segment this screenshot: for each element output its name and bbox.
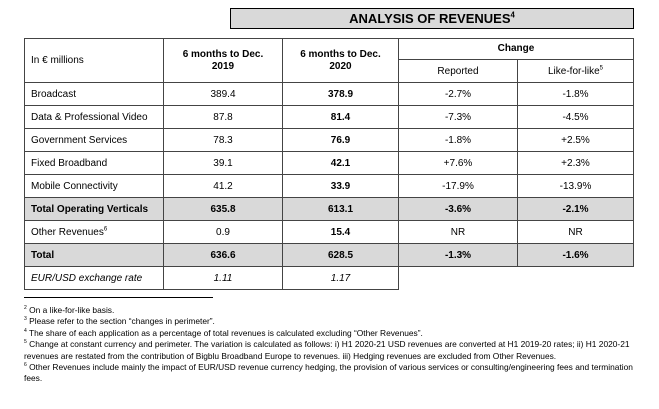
cell: 33.9 (282, 174, 399, 198)
footnote-num: 6 (24, 362, 27, 369)
footnote: 2 On a like-for-like basis. (24, 305, 634, 316)
cell: 389.4 (163, 82, 283, 106)
row-label-text: EUR/USD exchange rate (31, 272, 143, 284)
row-label-text: Fixed Broadband (31, 157, 108, 169)
row-label: Total (24, 243, 164, 267)
row-label-text: Mobile Connectivity (31, 180, 118, 192)
column-header: 6 months to Dec. 2019 (163, 38, 283, 83)
cell: -17.9% (398, 174, 518, 198)
row-label: Mobile Connectivity (24, 174, 164, 198)
column-header-text: 6 months to Dec. 2020 (300, 48, 381, 72)
cell: -7.3% (398, 105, 518, 129)
row-label: EUR/USD exchange rate (24, 266, 164, 290)
cell: -2.1% (517, 197, 634, 221)
cell: -3.6% (398, 197, 518, 221)
unit-header: In € millions (24, 38, 164, 83)
table-row: Mobile Connectivity 41.2 33.9 -17.9% -13.9% (24, 174, 634, 198)
row-label: Broadcast (24, 82, 164, 106)
cell: +2.5% (517, 128, 634, 152)
column-header: Like-for-like5 (517, 59, 634, 83)
footnote: 6 Other Revenues include mainly the impa… (24, 362, 634, 385)
row-label-text: Broadcast (31, 88, 77, 100)
column-header-text: 6 months to Dec. 2019 (182, 48, 264, 72)
cell: -2.7% (398, 82, 518, 106)
table-row: Broadcast 389.4 378.9 -2.7% -1.8% (24, 82, 634, 106)
cell: 636.6 (163, 243, 283, 267)
footnote-num: 5 (24, 339, 27, 346)
cell: 635.8 (163, 197, 283, 221)
footnote-num: 3 (24, 316, 27, 323)
row-label: Government Services (24, 128, 164, 152)
footnote: 3 Please refer to the section “changes i… (24, 316, 634, 327)
empty-cell (398, 266, 634, 290)
footnote-num: 2 (24, 305, 27, 312)
footnote-ref: 5 (599, 65, 604, 72)
row-label: Fixed Broadband (24, 151, 164, 175)
row-label: Total Operating Verticals (24, 197, 164, 221)
revenue-table: In € millions 6 months to Dec. 2019 6 mo… (24, 38, 634, 290)
footnote-text: Other Revenues include mainly the impact… (24, 362, 633, 384)
row-label-text: Other Revenues (31, 226, 104, 238)
column-header: 6 months to Dec. 2020 (282, 38, 399, 83)
cell: 87.8 (163, 105, 283, 129)
cell: NR (517, 220, 634, 244)
cell: -1.8% (398, 128, 518, 152)
row-label-text: Total Operating Verticals (31, 203, 149, 215)
cell: 378.9 (282, 82, 399, 106)
footnote-text: Please refer to the section “changes in … (29, 316, 215, 327)
column-header: Reported (398, 59, 518, 83)
cell: 1.11 (163, 266, 283, 290)
cell: 78.3 (163, 128, 283, 152)
cell: 15.4 (282, 220, 399, 244)
cell: 81.4 (282, 105, 399, 129)
cell: -13.9% (517, 174, 634, 198)
cell: -1.3% (398, 243, 518, 267)
row-label-text: Data & Professional Video (31, 111, 148, 123)
title-text: ANALYSIS OF REVENUES (349, 11, 511, 26)
footnote-text: On a like-for-like basis. (29, 305, 115, 315)
cell: -1.6% (517, 243, 634, 267)
footnote-text: Change at constant currency and perimete… (24, 339, 630, 361)
row-label-text: Total (31, 249, 55, 261)
cell: +2.3% (517, 151, 634, 175)
cell: 613.1 (282, 197, 399, 221)
cell: 39.1 (163, 151, 283, 175)
footnote: 4 The share of each application as a per… (24, 328, 634, 339)
cell: NR (398, 220, 518, 244)
cell: -1.8% (517, 82, 634, 106)
row-label-text: Government Services (31, 134, 128, 146)
cell: +7.6% (398, 151, 518, 175)
table-row: Fixed Broadband 39.1 42.1 +7.6% +2.3% (24, 151, 634, 175)
column-header-text: Like-for-like (547, 65, 600, 77)
cell: 0.9 (163, 220, 283, 244)
footnote-rule (24, 297, 213, 298)
table-row: Total 636.6 628.5 -1.3% -1.6% (24, 243, 634, 267)
title: ANALYSIS OF REVENUES4 (230, 8, 634, 29)
table-row: EUR/USD exchange rate 1.11 1.17 (24, 266, 634, 290)
table-row: Government Services 78.3 76.9 -1.8% +2.5% (24, 128, 634, 152)
table-row: Other Revenues6 0.9 15.4 NR NR (24, 220, 634, 244)
table-row: Total Operating Verticals 635.8 613.1 -3.6%… (24, 197, 634, 221)
row-label: Other Revenues6 (24, 220, 164, 244)
footnote-ref: 4 (510, 10, 515, 20)
group-header: Change (398, 38, 634, 60)
table-row: Data & Professional Video 87.8 81.4 -7.3% -4… (24, 105, 634, 129)
cell: 41.2 (163, 174, 283, 198)
footnote-num: 4 (24, 328, 27, 335)
footnote: 5 Change at constant currency and perime… (24, 339, 634, 362)
footnote-text: The share of each application as a perce… (29, 327, 423, 338)
cell: 1.17 (282, 266, 399, 290)
cell: 628.5 (282, 243, 399, 267)
cell: 42.1 (282, 151, 399, 175)
footnotes: 2 On a like-for-like basis. 3 Please refe… (24, 305, 634, 385)
cell: -4.5% (517, 105, 634, 129)
cell: 76.9 (282, 128, 399, 152)
row-label: Data & Professional Video (24, 105, 164, 129)
footnote-ref: 6 (103, 226, 108, 233)
